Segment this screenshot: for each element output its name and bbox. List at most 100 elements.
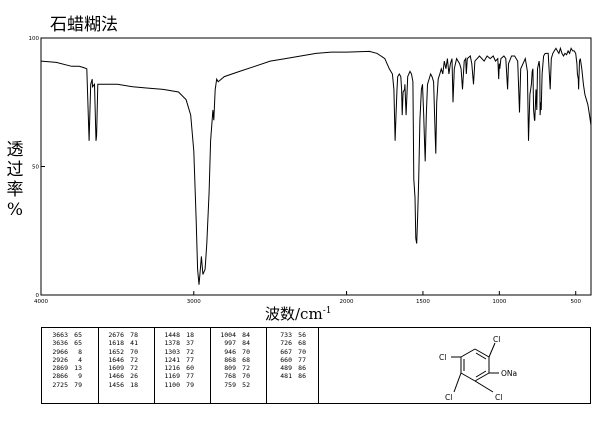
peak-row: 759 52 — [214, 381, 250, 389]
y-tick-label: 0 — [36, 293, 40, 299]
y-tick-label: 100 — [29, 36, 40, 42]
peak-row: 489 86 — [270, 364, 306, 372]
peak-wavenumber: 660 — [280, 355, 292, 364]
atom-label: Cl — [445, 393, 452, 402]
y-axis-label-char: % — [6, 200, 24, 220]
peak-row: 667 70 — [270, 348, 306, 356]
y-axis-label-char: 透 — [6, 140, 24, 160]
table-divider — [98, 328, 99, 403]
peak-row: 1609 72 — [102, 364, 138, 372]
peak-wavenumber: 1618 — [108, 339, 124, 348]
peak-transmittance: 79 — [74, 380, 82, 389]
peak-transmittance: 65 — [74, 331, 82, 339]
peak-transmittance: 72 — [186, 347, 194, 356]
peak-transmittance: 8 — [78, 347, 82, 356]
peak-transmittance: 68 — [298, 339, 306, 348]
peak-row: 1448 18 — [158, 331, 194, 339]
peak-row: 868 68 — [214, 356, 250, 364]
peak-transmittance: 84 — [242, 339, 250, 348]
peak-row: 1466 26 — [102, 372, 138, 380]
peak-transmittance: 70 — [242, 347, 250, 356]
peak-row: 1216 60 — [158, 364, 194, 372]
peak-wavenumber: 1241 — [164, 355, 180, 364]
peak-transmittance: 56 — [298, 331, 306, 339]
peak-row: 2866 9 — [46, 372, 82, 380]
peak-wavenumber: 1169 — [164, 372, 180, 381]
peak-wavenumber: 946 — [224, 347, 236, 356]
peak-wavenumber: 1100 — [164, 380, 180, 389]
peak-wavenumber: 768 — [224, 372, 236, 381]
peak-row: 2676 78 — [102, 331, 138, 339]
atom-label: ONa — [501, 369, 517, 378]
peak-row: 660 77 — [270, 356, 306, 364]
peak-row: 1004 84 — [214, 331, 250, 339]
table-divider — [318, 328, 319, 403]
peak-transmittance: 78 — [130, 331, 138, 339]
peak-row: 997 84 — [214, 339, 250, 347]
x-axis-label-text: 波数/cm — [265, 305, 323, 323]
x-axis-label-exponent: -1 — [322, 306, 332, 316]
peak-wavenumber: 997 — [224, 339, 236, 348]
peak-column: 733 56 726 68 667 70 660 77 489 86 481 86 — [270, 331, 306, 381]
peak-transmittance: 84 — [242, 331, 250, 339]
peak-column: 1448 18 1378 37 1303 72 1241 77 1216 60 1169 77 1100… — [158, 331, 194, 389]
peak-transmittance: 13 — [74, 364, 82, 373]
x-axis-label: 波数/cm-1 — [265, 303, 331, 324]
peak-wavenumber: 1004 — [220, 331, 236, 339]
peak-wavenumber: 2866 — [52, 372, 68, 381]
peak-transmittance: 70 — [298, 347, 306, 356]
y-tick-label: 50 — [32, 165, 39, 171]
peak-row: 1100 79 — [158, 381, 194, 389]
peak-transmittance: 86 — [298, 364, 306, 373]
x-tick-label: 1500 — [416, 299, 430, 305]
peak-wavenumber: 667 — [280, 347, 292, 356]
peak-transmittance: 9 — [78, 372, 82, 381]
peak-wavenumber: 759 — [224, 380, 236, 389]
peak-wavenumber: 1609 — [108, 364, 124, 373]
peak-row: 946 70 — [214, 348, 250, 356]
peak-wavenumber: 733 — [280, 331, 292, 339]
peak-wavenumber: 2926 — [52, 355, 68, 364]
peak-row: 1456 18 — [102, 381, 138, 389]
peak-wavenumber: 2725 — [52, 380, 68, 389]
peak-row: 1241 77 — [158, 356, 194, 364]
x-tick-label: 2000 — [340, 299, 354, 305]
peak-wavenumber: 3636 — [52, 339, 68, 348]
atom-label: Cl — [495, 393, 502, 402]
peak-row: 2966 8 — [46, 348, 82, 356]
chemical-structure: Cl ONa Cl Cl Cl — [439, 335, 517, 402]
peak-transmittance: 77 — [186, 355, 194, 364]
peak-row: 2869 13 — [46, 364, 82, 372]
peak-wavenumber: 726 — [280, 339, 292, 348]
peak-wavenumber: 2676 — [108, 331, 124, 339]
y-axis-label-char: 率 — [6, 180, 24, 200]
peak-row: 1378 37 — [158, 339, 194, 347]
peak-wavenumber: 1646 — [108, 355, 124, 364]
peak-wavenumber: 1448 — [164, 331, 180, 339]
x-tick-label: 500 — [570, 299, 581, 305]
method-title: 石蜡糊法 — [50, 15, 118, 35]
peak-transmittance: 79 — [186, 380, 194, 389]
peak-transmittance: 77 — [186, 372, 194, 381]
peak-wavenumber: 1652 — [108, 347, 124, 356]
peak-row: 1652 70 — [102, 348, 138, 356]
peak-column: 2676 78 1618 41 1652 70 1646 72 1609 72 1466 26 1456… — [102, 331, 138, 389]
peak-transmittance: 18 — [186, 331, 194, 339]
peak-row: 3663 65 — [46, 331, 82, 339]
peak-row: 809 72 — [214, 364, 250, 372]
peak-transmittance: 68 — [242, 355, 250, 364]
peak-wavenumber: 868 — [224, 355, 236, 364]
peak-table: 3663 65 3636 65 2966 8 2926 4 2869 13 2866 9 2725 79 … — [41, 327, 591, 404]
spectrum-line — [40, 46, 592, 285]
y-axis-label: 透 过 率 % — [4, 140, 26, 220]
peak-row: 3636 65 — [46, 339, 82, 347]
peak-transmittance: 65 — [74, 339, 82, 348]
peak-transmittance: 41 — [130, 339, 138, 348]
peak-transmittance: 52 — [242, 380, 250, 389]
peak-row: 2725 79 — [46, 381, 82, 389]
peak-wavenumber: 1456 — [108, 380, 124, 389]
peak-transmittance: 86 — [298, 372, 306, 381]
peak-row: 481 86 — [270, 372, 306, 380]
peak-wavenumber: 1303 — [164, 347, 180, 356]
peak-row: 1169 77 — [158, 372, 194, 380]
